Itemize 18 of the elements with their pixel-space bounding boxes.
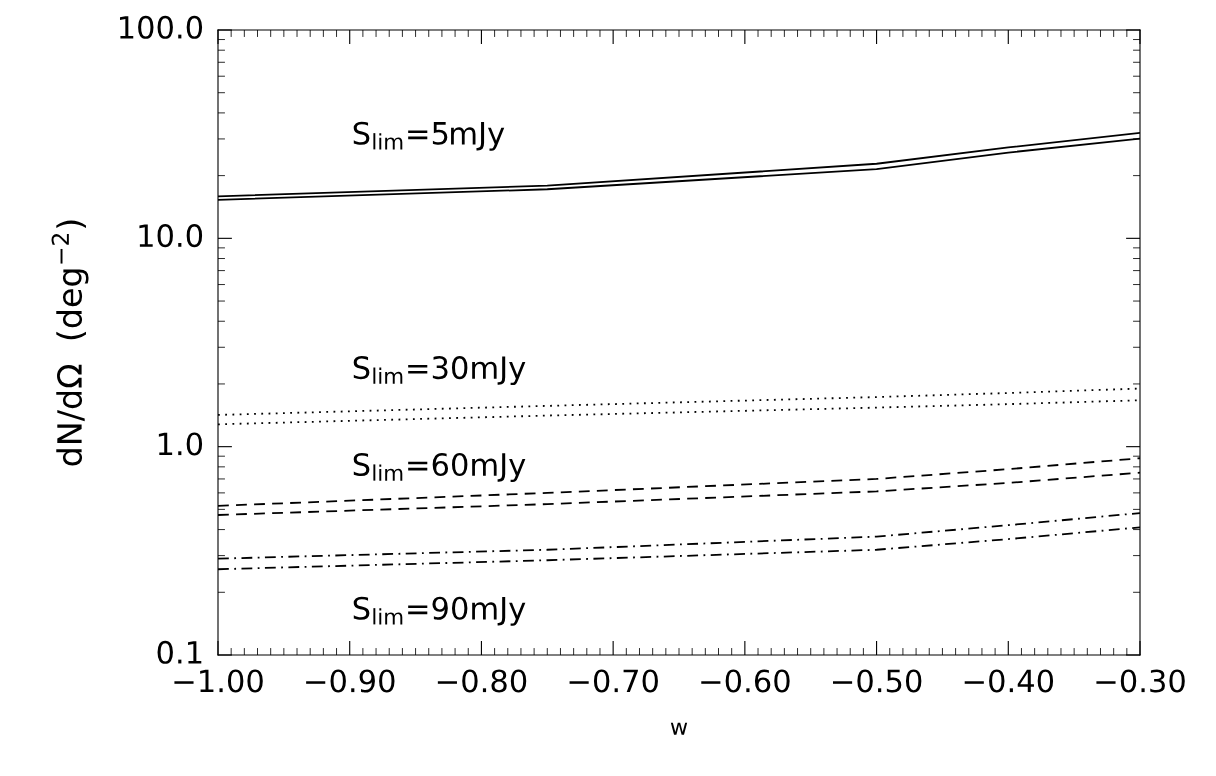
x-tick-label: −0.90 [306,669,395,693]
x-tick-label: −0.30 [1096,669,1185,693]
x-tick-label: −0.60 [701,669,790,693]
x-tick-label: −0.80 [437,669,527,693]
x-tick-label: −1.00 [174,669,263,693]
annotation: S$_{lim}$=30mJy [353,356,526,386]
y-tick-label: 0.1 [157,640,202,664]
x-axis-title: w [670,722,688,735]
y-tick-label: 100.0 [119,15,203,39]
annotation: S$_{lim}$=5mJy [353,121,505,151]
y-tick-label: 10.0 [139,224,203,248]
y-axis-title: dN/dΩ (deg$^{−2}$) [51,220,89,466]
y-tick-label: 1.0 [158,432,203,456]
x-tick-label: −0.40 [964,669,1054,693]
annotation: S$_{lim}$=90mJy [353,596,526,626]
x-tick-label: −0.50 [832,669,922,693]
x-tick-label: −0.70 [569,669,658,693]
annotation: S$_{lim}$=60mJy [353,452,526,482]
